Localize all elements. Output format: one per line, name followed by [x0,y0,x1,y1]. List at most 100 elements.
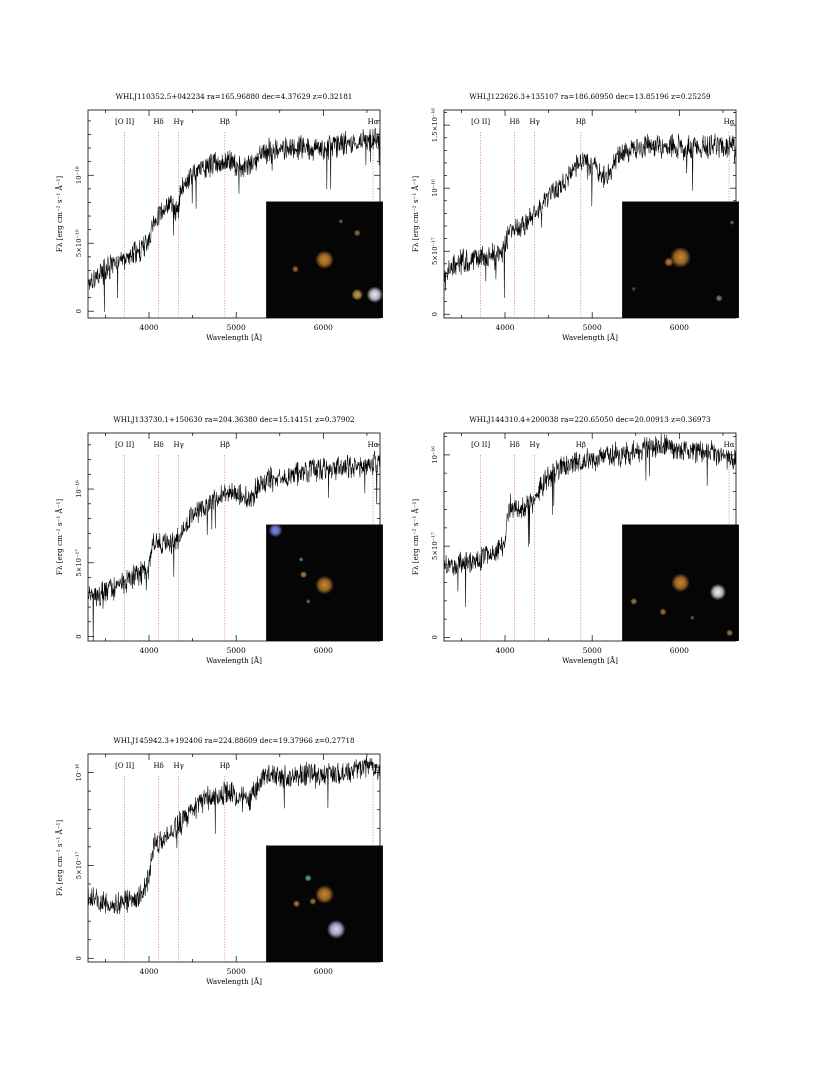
y-tick-label: 10⁻¹⁸ [75,166,83,184]
line-marker-label: [O II] [471,441,490,449]
thumbnail-source [689,615,695,621]
y-axis-label: Fλ [erg cm⁻² s⁻¹ Å⁻¹] [55,176,64,253]
thumbnail-source [268,523,283,538]
line-marker-label: Hγ [530,118,540,126]
x-tick-label: 5000 [583,323,602,332]
y-axis-label: Fλ [erg cm⁻² s⁻¹ Å⁻¹] [411,176,420,253]
chart-title: WHLJ122626.3+135107 ra=186.60950 dec=13.… [469,92,711,101]
spectrum-line [444,133,736,299]
thumbnail-source [309,897,317,905]
thumbnail-source [305,599,311,604]
line-marker-label: Hδ [509,118,519,126]
x-tick-label: 5000 [227,967,246,976]
spectrum-line [444,433,736,607]
y-tick-label: 10⁻¹⁶ [431,446,439,464]
y-axis-label: Fλ [erg cm⁻² s⁻¹ Å⁻¹] [411,499,420,576]
x-axis-label: Wavelength [Å] [562,333,618,342]
line-marker-label: Hα [368,441,379,449]
line-marker-label: [O II] [115,441,134,449]
x-axis-label: Wavelength [Å] [206,977,262,986]
line-marker-label: Hα [724,441,735,449]
x-tick-label: 6000 [314,967,333,976]
thumbnail-source [304,874,312,882]
y-tick-label: 5×10⁻¹⁹ [75,229,83,257]
thumbnail-source [715,294,723,302]
spectrum-panel-1: WHLJ110352.5+042234 ra=165.96880 dec=4.3… [40,88,400,358]
thumbnail-source [315,885,334,904]
line-marker-label: Hα [724,118,735,126]
thumbnail-source [315,250,334,270]
thumbnail-source [671,573,690,593]
galaxy-thumbnail [266,201,383,318]
x-axis-label: Wavelength [Å] [206,333,262,342]
thumbnail-source [299,571,307,579]
chart-title: WHLJ133730.1+150630 ra=204.36380 dec=15.… [113,415,354,424]
line-marker-label: Hδ [153,118,163,126]
line-marker-label: [O II] [471,118,490,126]
x-tick-label: 6000 [670,323,689,332]
thumbnail-source [315,575,334,595]
spectrum-panel-3: WHLJ133730.1+150630 ra=204.36380 dec=15.… [40,411,400,681]
x-tick-label: 5000 [583,646,602,655]
line-marker-label: Hα [368,118,379,126]
line-marker-label: Hβ [576,118,586,126]
galaxy-thumbnail [622,201,739,318]
thumbnail-source [298,557,304,562]
spectrum-chart-3: WHLJ133730.1+150630 ra=204.36380 dec=15.… [55,415,383,665]
y-axis-label: Fλ [erg cm⁻² s⁻¹ Å⁻¹] [55,499,64,576]
line-marker-label: Hβ [220,118,230,126]
thumbnail-source [726,629,734,637]
x-tick-label: 4000 [139,967,158,976]
thumbnail-source [630,597,638,605]
thumbnail-source [292,900,300,908]
line-marker-label: [O II] [115,762,134,770]
thumbnail-source [709,583,727,601]
x-tick-label: 6000 [670,646,689,655]
x-axis-label: Wavelength [Å] [206,656,262,665]
y-tick-label: 10⁻¹⁶ [75,480,83,498]
chart-title: WHLJ144310.4+200038 ra=220.65050 dec=20.… [469,415,711,424]
line-marker-label: Hδ [153,762,163,770]
spectrum-line [88,450,380,641]
spectrum-chart-2: WHLJ122626.3+135107 ra=186.60950 dec=13.… [411,92,739,342]
thumbnail-source [659,608,667,616]
line-marker-label: Hγ [174,762,184,770]
y-tick-label: 0 [431,312,439,316]
chart-title: WHLJ110352.5+042234 ra=165.96880 dec=4.3… [116,92,353,101]
line-marker-label: Hβ [220,441,230,449]
thumbnail-source [366,286,383,303]
thumbnail-source [631,286,637,292]
galaxy-thumbnail [266,845,383,962]
line-marker-label: Hβ [220,762,230,770]
y-tick-label: 10⁻¹⁶ [75,763,83,781]
spectrum-chart-5: WHLJ145942.3+192406 ra=224.88609 dec=19.… [55,736,383,986]
y-tick-label: 0 [75,956,83,960]
thumbnail-source [291,265,299,273]
y-tick-label: 5×10⁻¹⁷ [75,549,83,577]
line-marker-label: Hγ [530,441,540,449]
y-axis-label: Fλ [erg cm⁻² s⁻¹ Å⁻¹] [55,820,64,897]
x-tick-label: 6000 [314,323,333,332]
y-tick-label: 1.5×10⁻¹⁶ [431,108,439,142]
line-marker-label: [O II] [115,118,134,126]
spectrum-chart-4: WHLJ144310.4+200038 ra=220.65050 dec=20.… [411,415,739,665]
line-marker-label: Hδ [153,441,163,449]
x-tick-label: 4000 [495,323,514,332]
thumbnail-source [326,920,346,939]
thumbnail-source [729,220,735,225]
y-tick-label: 0 [431,635,439,639]
spectrum-panel-2: WHLJ122626.3+135107 ra=186.60950 dec=13.… [396,88,756,358]
x-axis-label: Wavelength [Å] [562,656,618,665]
x-tick-label: 6000 [314,646,333,655]
x-tick-label: 5000 [227,646,246,655]
line-marker-label: Hδ [509,441,519,449]
line-marker-label: Hβ [576,441,586,449]
thumbnail-source [338,218,344,224]
thumbnail-source [353,229,361,237]
y-tick-label: 10⁻¹⁶ [431,179,439,197]
y-tick-label: 0 [75,634,83,638]
x-tick-label: 4000 [495,646,514,655]
thumbnail-source [351,288,364,301]
galaxy-thumbnail [266,523,383,641]
y-tick-label: 5×10⁻¹⁷ [431,532,439,560]
